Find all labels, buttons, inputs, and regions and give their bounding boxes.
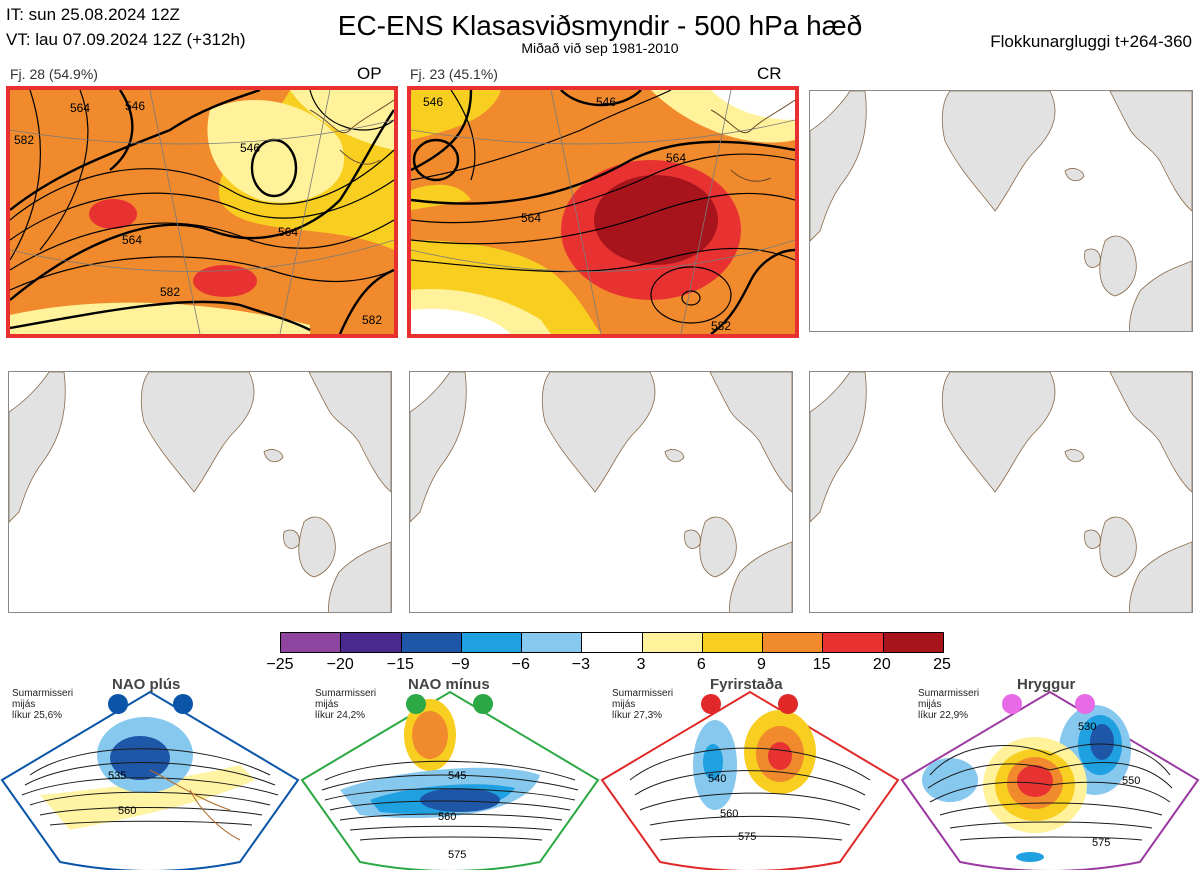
colorbar-tick-label: −3	[571, 656, 591, 673]
regime-indicator-dot	[473, 694, 493, 714]
colorbar-tick-label: 15	[812, 656, 831, 673]
cluster-1-contour-label: 564	[70, 101, 90, 115]
regime-ridge-map: 530 550 575	[900, 690, 1200, 870]
map-land	[9, 372, 391, 612]
regime-contour-label: 575	[738, 831, 756, 843]
colorbar-segment	[461, 633, 523, 652]
regime-note: Sumarmisseri mijás líkur 22,9%	[918, 688, 980, 721]
colorbar-tick-label: 3	[636, 656, 646, 673]
regime-contour-label: 575	[448, 849, 466, 861]
regime-contour-label: 535	[108, 770, 126, 782]
regime-contour-label: 575	[1092, 837, 1110, 849]
cluster-1-contour-label: 546	[125, 99, 145, 113]
regime-blocking-map: 540 560 575	[600, 690, 900, 870]
cluster-2-map[interactable]: 546 546 564 564 582	[407, 86, 799, 338]
colorbar-segment	[401, 633, 462, 652]
regime-contour-label: 545	[448, 770, 466, 782]
regime-blocking[interactable]: 540 560 575 Fyrirstaða Sumarmisseri mijá…	[600, 676, 900, 870]
regime-indicator-dot	[406, 694, 426, 714]
cluster-2-field: 546 546 564 564 582	[411, 90, 795, 334]
regime-indicator-dot	[173, 694, 193, 714]
colorbar-tick-label: 9	[757, 656, 766, 673]
colorbar-tick-label: −9	[451, 656, 470, 673]
map-land	[810, 372, 1192, 612]
colorbar-segment	[341, 633, 402, 652]
cluster-2-contour-label: 546	[596, 95, 616, 109]
regime-nao-plus-map: 535 560	[0, 690, 300, 870]
regime-indicator-dot	[1002, 694, 1022, 714]
regime-note: Sumarmisseri mijás líkur 27,3%	[612, 688, 674, 721]
regime-contour-label: 530	[1078, 721, 1096, 733]
cluster-1-field: 564 546 546 564 564 582 582 582	[10, 90, 394, 334]
cluster-1-contour-label: 582	[362, 313, 382, 327]
regime-indicator-dot	[778, 694, 798, 714]
colorbar-tick-label: −6	[511, 656, 530, 673]
valid-time: VT: lau 07.09.2024 12Z (+312h)	[6, 30, 246, 49]
cluster-1-contour-label: 582	[160, 285, 180, 299]
colorbar-segment	[702, 633, 764, 652]
regime-contour-label: 560	[438, 811, 456, 823]
regime-name: NAO mínus	[408, 676, 490, 693]
regime-contour-label: 550	[1122, 775, 1140, 787]
regime-contour-label: 560	[118, 805, 136, 817]
map-land	[410, 372, 792, 612]
cluster-2-tag: CR	[757, 64, 782, 83]
regime-name: NAO plús	[112, 676, 181, 693]
regime-name: Fyrirstaða	[710, 676, 783, 693]
colorbar-tick-label: 6	[696, 656, 706, 673]
regime-contour-label: 560	[720, 808, 738, 820]
map-land	[810, 91, 1192, 331]
cluster-1-label: Fj. 28 (54.9%)	[10, 66, 98, 82]
regime-note: Sumarmisseri mijás líkur 25,6%	[12, 688, 74, 721]
climatology-subtitle: Miðað við sep 1981-2010	[521, 40, 679, 56]
colorbar-segment	[763, 633, 824, 652]
cluster-1-contour-label: 546	[240, 141, 260, 155]
regime-indicator-dot	[701, 694, 721, 714]
colorbar-tick-label: 20	[872, 656, 891, 673]
cluster-2-contour-label: 564	[666, 151, 686, 165]
regime-indicator-dot	[108, 694, 128, 714]
regime-note: Sumarmisseri mijás líkur 24,2%	[315, 688, 377, 721]
cluster-3-map[interactable]	[809, 90, 1193, 332]
regime-name: Hryggur	[1017, 676, 1076, 693]
colorbar-tick-label: −25	[266, 656, 294, 673]
cluster-2-label: Fj. 23 (45.1%)	[410, 66, 498, 82]
cluster-1-tag: OP	[357, 64, 382, 83]
colorbar-segment	[582, 633, 643, 652]
regime-nao-plus[interactable]: 535 560 NAO plús Sumarmisseri mijás líku…	[0, 676, 300, 870]
cluster-6-map[interactable]	[809, 371, 1193, 613]
colorbar-segment	[522, 633, 583, 652]
colorbar-tick-label: −15	[386, 656, 414, 673]
regime-nao-minus[interactable]: 545 560 575 NAO mínus Sumarmisseri mijás…	[300, 676, 600, 870]
colorbar-segment	[281, 633, 342, 652]
regime-ridge[interactable]: 530 550 575 Hryggur Sumarmisseri mijás l…	[900, 676, 1200, 870]
regime-nao-minus-map: 545 560 575	[300, 690, 600, 870]
colorbar-tick-label: −20	[326, 656, 354, 673]
cluster-2-contour-label: 564	[521, 211, 541, 225]
cluster-5-map[interactable]	[409, 371, 793, 613]
page-title: EC-ENS Klasasviðsmyndir - 500 hPa hæð	[337, 10, 863, 41]
cluster-1-contour-label: 564	[278, 225, 298, 239]
cluster-1-map[interactable]: 564 546 546 564 564 582 582 582	[6, 86, 398, 338]
anomaly-colorbar	[280, 632, 944, 653]
regime-indicator-dot	[1075, 694, 1095, 714]
colorbar-segment	[883, 633, 943, 652]
regime-contour-label: 540	[708, 773, 726, 785]
colorbar-segment	[642, 633, 703, 652]
initial-time: IT: sun 25.08.2024 12Z	[6, 5, 180, 24]
classification-window: Flokkunargluggi t+264-360	[990, 32, 1192, 51]
colorbar-tick-label: 25	[933, 656, 951, 673]
cluster-2-contour-label: 546	[423, 95, 443, 109]
cluster-4-map[interactable]	[8, 371, 392, 613]
cluster-1-contour-label: 564	[122, 233, 142, 247]
colorbar-segment	[823, 633, 884, 652]
cluster-1-contour-label: 582	[14, 133, 34, 147]
cluster-2-contour-label: 582	[711, 319, 731, 333]
